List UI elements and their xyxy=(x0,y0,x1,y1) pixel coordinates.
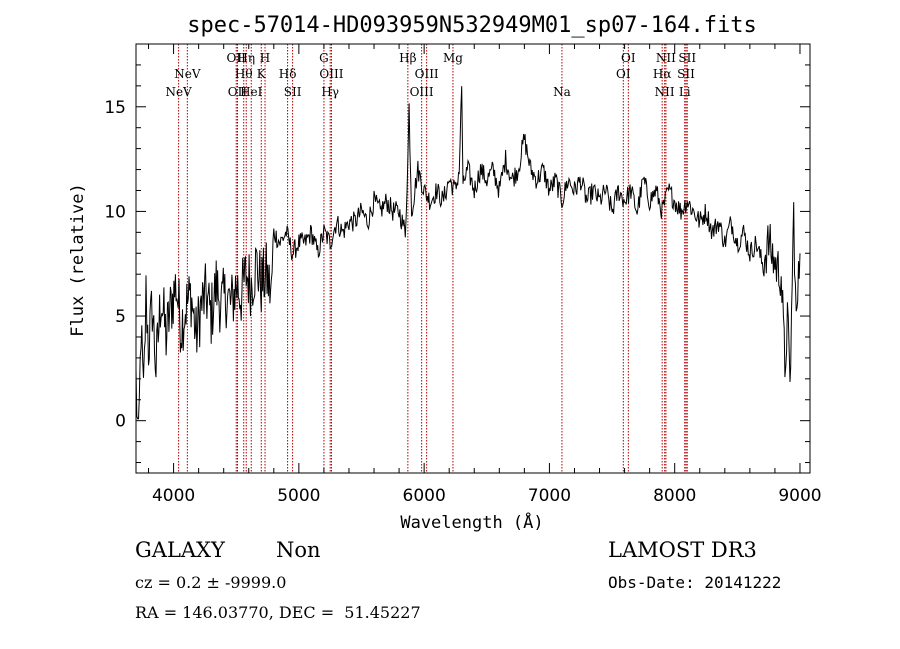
emission-line-label: NeV xyxy=(174,67,201,81)
coordinates-line: RA = 146.03770, DEC = 51.45227 xyxy=(135,603,421,622)
emission-line-label: OIII xyxy=(410,85,434,99)
y-tick-label: 5 xyxy=(115,307,126,327)
emission-line-label: Mg xyxy=(443,51,463,65)
emission-line-label: HeI xyxy=(240,85,263,99)
emission-line-label: OI xyxy=(621,51,636,65)
emission-line-label: SII xyxy=(677,67,695,81)
emission-line-label: Na xyxy=(553,85,571,99)
emission-line-label: G xyxy=(319,51,329,65)
y-axis: 0 5 10 15 xyxy=(104,43,810,464)
emission-line-label: Li xyxy=(679,85,691,99)
emission-line-label: H xyxy=(260,51,270,65)
survey-name: LAMOST DR3 xyxy=(608,538,757,562)
x-tick-label: 6000 xyxy=(403,486,446,506)
x-tick-label: 5000 xyxy=(277,486,320,506)
object-subclass: Non xyxy=(276,538,321,562)
emission-line-label: OII xyxy=(228,85,248,99)
x-axis-label: Wavelength (Å) xyxy=(400,511,543,533)
y-tick-label: 15 xyxy=(104,98,126,118)
x-tick-label: 7000 xyxy=(528,486,571,506)
emission-line-label: Hθ xyxy=(235,67,253,81)
emission-line-label: NII xyxy=(656,51,676,65)
emission-line-markers xyxy=(178,44,688,473)
emission-line-label: Hη xyxy=(237,51,255,65)
x-axis: 4000 5000 6000 7000 8000 9000 xyxy=(148,44,822,506)
emission-line-label: SII xyxy=(284,85,302,99)
emission-line-label: Hβ xyxy=(399,51,416,65)
spectrum-series xyxy=(135,86,801,420)
emission-line-label: Hα xyxy=(653,67,672,81)
x-tick-label: 9000 xyxy=(778,486,821,506)
y-axis-label: Flux (relative) xyxy=(68,183,88,337)
emission-line-label: OI xyxy=(616,67,631,81)
x-tick-label: 4000 xyxy=(152,486,195,506)
emission-line-label: K xyxy=(257,67,267,81)
plot-frame xyxy=(135,43,811,474)
chart-title: spec-57014-HD093959N532949M01_sp07-164.f… xyxy=(187,13,757,38)
y-tick-label: 0 xyxy=(115,412,126,432)
spectrum-line xyxy=(135,86,801,420)
x-tick-label: 8000 xyxy=(653,486,696,506)
y-tick-label: 10 xyxy=(104,202,126,222)
emission-line-label: NeV xyxy=(165,85,192,99)
emission-line-label: OIII xyxy=(415,67,439,81)
redshift-line: cz = 0.2 ± -9999.0 xyxy=(135,573,287,592)
emission-line-label: SII xyxy=(678,51,696,65)
emission-line-label: OII xyxy=(227,51,247,65)
emission-line-label: Hδ xyxy=(279,67,297,81)
emission-line-label: Hγ xyxy=(321,85,339,99)
object-class: GALAXY xyxy=(135,538,225,562)
emission-line-label: NII xyxy=(655,85,675,99)
observation-date: Obs-Date: 20141222 xyxy=(608,573,782,592)
emission-line-label: OIII xyxy=(319,67,343,81)
